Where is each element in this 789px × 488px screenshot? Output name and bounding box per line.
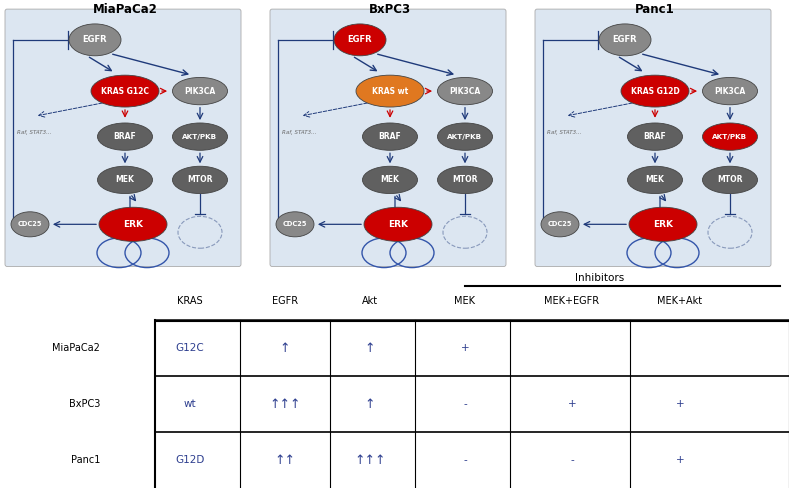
- Ellipse shape: [362, 123, 417, 150]
- Text: ERK: ERK: [123, 220, 143, 229]
- Text: KRAS G12C: KRAS G12C: [101, 86, 149, 96]
- Text: MEK+Akt: MEK+Akt: [657, 296, 702, 306]
- Ellipse shape: [276, 212, 314, 237]
- FancyBboxPatch shape: [535, 9, 771, 266]
- Ellipse shape: [702, 123, 757, 150]
- Ellipse shape: [11, 212, 49, 237]
- Text: BxPC3: BxPC3: [369, 3, 411, 17]
- Text: Akt: Akt: [362, 296, 378, 306]
- Text: PIK3CA: PIK3CA: [450, 86, 481, 96]
- Ellipse shape: [173, 123, 227, 150]
- Text: Raf, STAT3...: Raf, STAT3...: [282, 130, 316, 135]
- Ellipse shape: [98, 123, 152, 150]
- Ellipse shape: [621, 75, 689, 107]
- Text: KRAS G12D: KRAS G12D: [630, 86, 679, 96]
- Ellipse shape: [356, 75, 424, 107]
- Text: BxPC3: BxPC3: [69, 399, 100, 409]
- Text: BRAF: BRAF: [644, 132, 667, 141]
- Text: MTOR: MTOR: [452, 175, 478, 184]
- Text: G12C: G12C: [176, 344, 204, 353]
- Text: +: +: [675, 399, 684, 409]
- Text: +: +: [461, 344, 469, 353]
- Text: -: -: [463, 455, 467, 465]
- Ellipse shape: [702, 166, 757, 194]
- Text: CDC25: CDC25: [282, 222, 307, 227]
- Text: MEK: MEK: [380, 175, 399, 184]
- Text: PIK3CA: PIK3CA: [714, 86, 746, 96]
- Text: ↑: ↑: [365, 398, 376, 411]
- Text: EGFR: EGFR: [613, 35, 638, 44]
- Text: AKT/PKB: AKT/PKB: [447, 134, 483, 140]
- Text: CDC25: CDC25: [548, 222, 572, 227]
- Ellipse shape: [364, 207, 432, 242]
- Text: MEK: MEK: [645, 175, 664, 184]
- Text: EGFR: EGFR: [348, 35, 372, 44]
- Ellipse shape: [362, 166, 417, 194]
- Text: MEK: MEK: [115, 175, 134, 184]
- Ellipse shape: [627, 166, 682, 194]
- Text: MTOR: MTOR: [187, 175, 213, 184]
- Text: MiaPaCa2: MiaPaCa2: [52, 344, 100, 353]
- Text: KRAS: KRAS: [178, 296, 203, 306]
- Text: wt: wt: [184, 399, 196, 409]
- Text: ERK: ERK: [653, 220, 673, 229]
- FancyBboxPatch shape: [5, 9, 241, 266]
- Text: MEK+EGFR: MEK+EGFR: [544, 296, 600, 306]
- Text: ↑↑↑: ↑↑↑: [269, 398, 301, 411]
- Text: Raf, STAT3...: Raf, STAT3...: [547, 130, 581, 135]
- Text: Panc1: Panc1: [635, 3, 675, 17]
- Text: +: +: [675, 455, 684, 465]
- Ellipse shape: [599, 24, 651, 56]
- Text: ERK: ERK: [388, 220, 408, 229]
- Text: AKT/PKB: AKT/PKB: [712, 134, 747, 140]
- Ellipse shape: [91, 75, 159, 107]
- Text: ↑↑↑: ↑↑↑: [354, 453, 386, 467]
- Text: MTOR: MTOR: [717, 175, 742, 184]
- Text: MEK: MEK: [454, 296, 476, 306]
- Text: -: -: [570, 455, 574, 465]
- Ellipse shape: [69, 24, 121, 56]
- Ellipse shape: [334, 24, 386, 56]
- Text: CDC25: CDC25: [18, 222, 42, 227]
- Ellipse shape: [437, 78, 492, 105]
- Ellipse shape: [173, 78, 227, 105]
- Ellipse shape: [173, 166, 227, 194]
- Text: EGFR: EGFR: [272, 296, 298, 306]
- Ellipse shape: [437, 123, 492, 150]
- Text: +: +: [568, 399, 576, 409]
- Text: EGFR: EGFR: [83, 35, 107, 44]
- Text: MiaPaCa2: MiaPaCa2: [92, 3, 158, 17]
- Ellipse shape: [702, 78, 757, 105]
- Ellipse shape: [98, 166, 152, 194]
- Text: PIK3CA: PIK3CA: [185, 86, 215, 96]
- Ellipse shape: [541, 212, 579, 237]
- Text: ↑: ↑: [280, 342, 290, 355]
- Text: KRAS wt: KRAS wt: [372, 86, 408, 96]
- Text: ↑: ↑: [365, 342, 376, 355]
- Ellipse shape: [99, 207, 167, 242]
- Text: -: -: [463, 399, 467, 409]
- Text: BRAF: BRAF: [114, 132, 136, 141]
- Text: ↑↑: ↑↑: [275, 453, 296, 467]
- Text: Inhibitors: Inhibitors: [575, 273, 625, 284]
- Ellipse shape: [437, 166, 492, 194]
- Text: Panc1: Panc1: [71, 455, 100, 465]
- Text: Raf, STAT3...: Raf, STAT3...: [17, 130, 51, 135]
- Ellipse shape: [627, 123, 682, 150]
- Text: BRAF: BRAF: [379, 132, 402, 141]
- FancyBboxPatch shape: [270, 9, 506, 266]
- Ellipse shape: [629, 207, 697, 242]
- Text: AKT/PKB: AKT/PKB: [182, 134, 218, 140]
- Text: G12D: G12D: [175, 455, 204, 465]
